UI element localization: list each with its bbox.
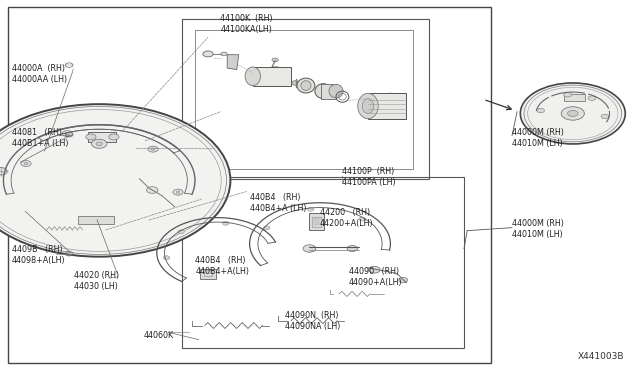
Bar	[368, 93, 406, 119]
Circle shape	[520, 83, 625, 144]
Bar	[309, 213, 324, 230]
Bar	[312, 217, 321, 227]
Text: 44081   (RH)
440B1+A (LH): 44081 (RH) 440B1+A (LH)	[12, 128, 68, 148]
Ellipse shape	[86, 134, 96, 140]
Circle shape	[221, 52, 227, 56]
Circle shape	[601, 114, 609, 119]
Bar	[204, 270, 212, 276]
Text: 44090N  (RH)
44090NA (LH): 44090N (RH) 44090NA (LH)	[285, 311, 340, 331]
Text: X441003B: X441003B	[577, 352, 624, 361]
Circle shape	[92, 140, 107, 148]
Ellipse shape	[264, 67, 287, 86]
Circle shape	[399, 278, 408, 283]
Bar	[314, 218, 319, 225]
Text: 44000M (RH)
44010M (LH): 44000M (RH) 44010M (LH)	[512, 219, 564, 239]
Ellipse shape	[245, 67, 260, 86]
Text: 440B4   (RH)
440B4+A(LH): 440B4 (RH) 440B4+A(LH)	[195, 256, 249, 276]
Circle shape	[151, 148, 155, 150]
Circle shape	[264, 226, 270, 230]
Circle shape	[62, 131, 72, 137]
Circle shape	[173, 189, 183, 195]
Circle shape	[0, 104, 230, 257]
Circle shape	[588, 96, 596, 100]
Circle shape	[148, 146, 158, 152]
Circle shape	[568, 110, 578, 116]
Text: 44000M (RH)
44010M (LH): 44000M (RH) 44010M (LH)	[512, 128, 564, 148]
Bar	[88, 132, 116, 142]
Text: 44060K: 44060K	[144, 331, 174, 340]
Circle shape	[272, 58, 278, 62]
Circle shape	[203, 51, 213, 57]
Circle shape	[292, 81, 300, 85]
Circle shape	[307, 208, 314, 211]
Circle shape	[65, 132, 69, 135]
Ellipse shape	[301, 81, 311, 90]
Ellipse shape	[315, 84, 332, 99]
Circle shape	[24, 163, 28, 165]
Text: 440B4   (RH)
440B4+A (LH): 440B4 (RH) 440B4+A (LH)	[250, 193, 306, 213]
Bar	[8, 7, 491, 363]
Text: 44200   (RH)
44200+A(LH): 44200 (RH) 44200+A(LH)	[320, 208, 374, 228]
Circle shape	[21, 161, 31, 167]
Bar	[78, 217, 114, 224]
Circle shape	[0, 167, 7, 175]
Circle shape	[347, 246, 357, 251]
Polygon shape	[227, 55, 239, 70]
Text: 44100K  (RH)
44100KA(LH): 44100K (RH) 44100KA(LH)	[220, 14, 273, 34]
Ellipse shape	[376, 93, 404, 119]
Bar	[253, 67, 291, 86]
Bar	[564, 94, 585, 101]
Text: 44100P  (RH)
44100PA (LH): 44100P (RH) 44100PA (LH)	[342, 167, 396, 187]
Ellipse shape	[358, 93, 378, 119]
Text: 44090   (RH)
44090+A(LH): 44090 (RH) 44090+A(LH)	[349, 267, 403, 287]
Bar	[200, 269, 216, 279]
Circle shape	[147, 187, 158, 193]
Bar	[182, 177, 464, 348]
Circle shape	[96, 142, 102, 146]
Circle shape	[564, 93, 572, 97]
Circle shape	[163, 256, 170, 260]
Text: 44000A  (RH)
44000AA (LH): 44000A (RH) 44000AA (LH)	[12, 64, 67, 84]
Ellipse shape	[109, 134, 119, 140]
Circle shape	[537, 108, 545, 113]
Circle shape	[303, 245, 316, 252]
Text: 4409B   (RH)
44098+A(LH): 4409B (RH) 44098+A(LH)	[12, 245, 65, 265]
Bar	[321, 84, 336, 99]
Ellipse shape	[362, 99, 374, 113]
Circle shape	[359, 217, 365, 221]
Text: 44020 (RH)
44030 (LH): 44020 (RH) 44030 (LH)	[74, 271, 119, 291]
Circle shape	[561, 107, 584, 120]
Ellipse shape	[297, 78, 315, 93]
Circle shape	[223, 221, 229, 225]
Circle shape	[369, 266, 380, 273]
Bar	[182, 19, 429, 179]
Bar	[195, 30, 413, 169]
Circle shape	[176, 191, 180, 193]
Ellipse shape	[329, 84, 343, 98]
Circle shape	[178, 230, 184, 234]
